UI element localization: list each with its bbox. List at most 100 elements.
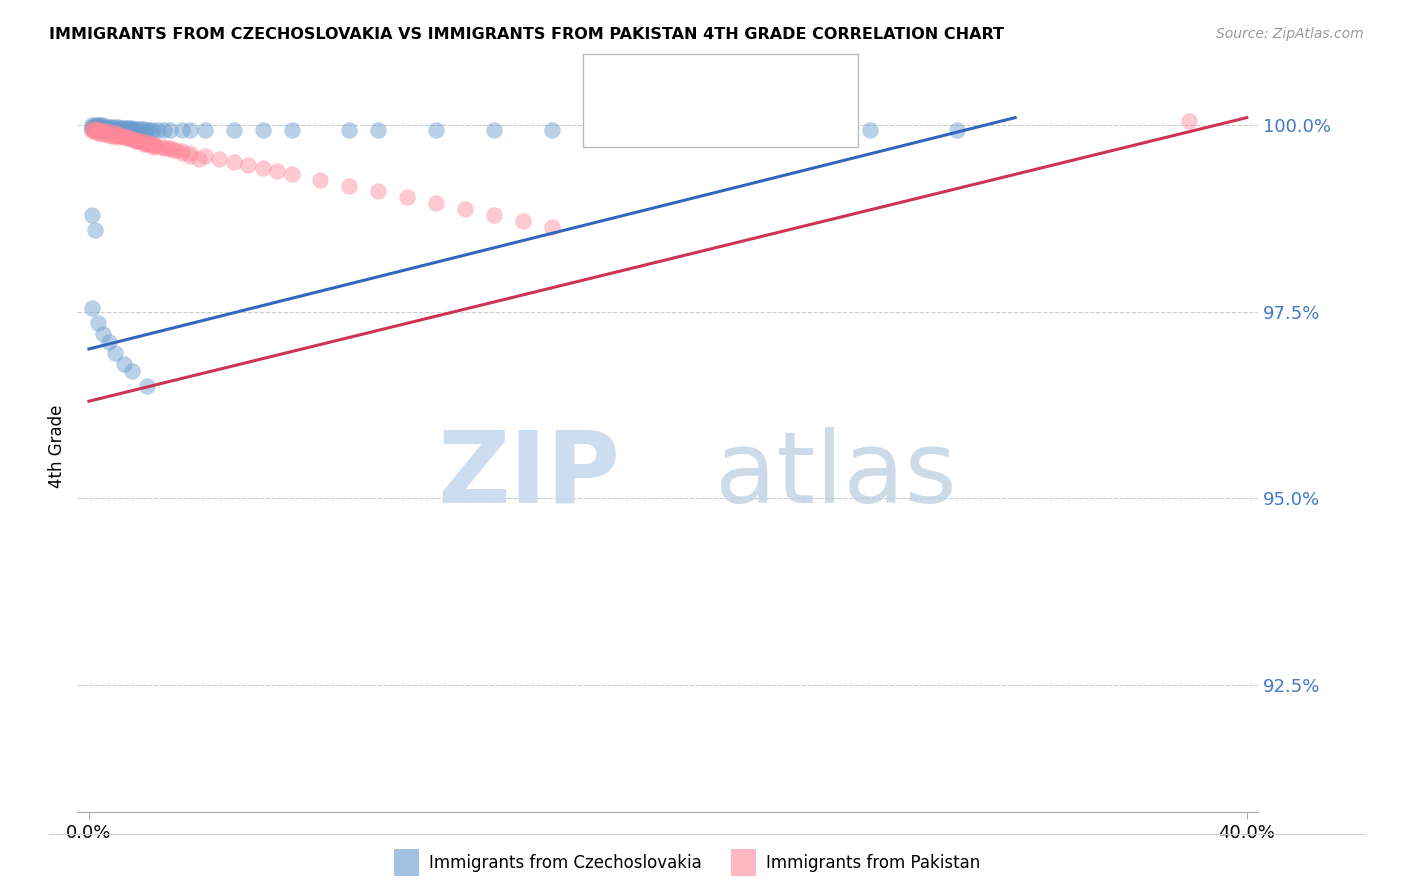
Point bbox=[252, 161, 274, 175]
Point bbox=[83, 120, 105, 134]
Point bbox=[512, 214, 534, 228]
Point bbox=[859, 123, 882, 137]
Point bbox=[93, 124, 115, 138]
Point bbox=[153, 141, 176, 155]
Point bbox=[135, 122, 157, 136]
Point bbox=[86, 126, 108, 140]
Point bbox=[107, 120, 129, 135]
Text: atlas: atlas bbox=[716, 426, 956, 524]
Point bbox=[104, 345, 127, 359]
Point bbox=[80, 121, 103, 136]
Y-axis label: 4th Grade: 4th Grade bbox=[48, 404, 66, 488]
Point bbox=[142, 139, 165, 153]
Point bbox=[121, 123, 143, 137]
Point bbox=[124, 121, 146, 136]
Point bbox=[83, 121, 105, 136]
Point bbox=[138, 122, 160, 136]
Point bbox=[127, 134, 149, 148]
Point bbox=[104, 120, 127, 135]
Point bbox=[83, 121, 105, 136]
Point bbox=[222, 154, 245, 169]
Point bbox=[107, 130, 129, 145]
Point bbox=[80, 208, 103, 222]
Point bbox=[89, 126, 111, 140]
Point bbox=[101, 123, 124, 137]
Point bbox=[80, 121, 103, 136]
Point bbox=[1178, 114, 1201, 128]
Point bbox=[159, 123, 181, 137]
Point bbox=[96, 121, 118, 136]
Point bbox=[86, 120, 108, 134]
Point bbox=[118, 131, 141, 145]
Point bbox=[145, 139, 167, 153]
Point bbox=[425, 196, 447, 211]
Point bbox=[179, 145, 201, 160]
Point bbox=[89, 120, 111, 134]
Point bbox=[222, 123, 245, 137]
Point bbox=[110, 129, 132, 144]
Point bbox=[93, 127, 115, 141]
Point bbox=[80, 118, 103, 132]
Point bbox=[83, 222, 105, 236]
Point bbox=[107, 127, 129, 141]
Point bbox=[801, 123, 824, 137]
Point bbox=[86, 122, 108, 136]
Point bbox=[83, 124, 105, 138]
Point bbox=[153, 123, 176, 137]
Point bbox=[112, 130, 135, 145]
Point bbox=[179, 149, 201, 163]
Point bbox=[280, 123, 302, 137]
Point bbox=[135, 136, 157, 151]
Point bbox=[138, 136, 160, 151]
Point bbox=[482, 123, 505, 137]
Text: R = 0.402   N = 70: R = 0.402 N = 70 bbox=[628, 113, 799, 131]
Point bbox=[252, 123, 274, 137]
Point bbox=[89, 123, 111, 137]
Point bbox=[89, 121, 111, 136]
Point bbox=[162, 144, 184, 158]
Point bbox=[425, 123, 447, 137]
Point bbox=[396, 190, 419, 204]
Point bbox=[194, 123, 217, 137]
Point bbox=[946, 123, 969, 137]
Point bbox=[179, 123, 201, 137]
Point bbox=[266, 163, 288, 178]
Point bbox=[89, 118, 111, 132]
Point bbox=[98, 128, 121, 142]
Point bbox=[104, 126, 127, 140]
Point bbox=[115, 130, 138, 145]
Point bbox=[118, 121, 141, 136]
Point bbox=[98, 122, 121, 136]
Point bbox=[187, 152, 209, 166]
Point bbox=[129, 121, 152, 136]
Point bbox=[135, 379, 157, 393]
Point bbox=[208, 152, 231, 166]
Point bbox=[112, 357, 135, 371]
Point bbox=[156, 141, 179, 155]
Point bbox=[482, 208, 505, 222]
Point bbox=[142, 137, 165, 152]
Point bbox=[83, 118, 105, 132]
Point bbox=[194, 149, 217, 163]
Point bbox=[96, 120, 118, 134]
Point bbox=[115, 121, 138, 136]
Point bbox=[142, 122, 165, 136]
Point bbox=[367, 123, 389, 137]
Text: Immigrants from Czechoslovakia: Immigrants from Czechoslovakia bbox=[429, 854, 702, 871]
Point bbox=[101, 128, 124, 143]
Point bbox=[121, 364, 143, 378]
Point bbox=[132, 135, 155, 149]
Point bbox=[367, 185, 389, 199]
Point bbox=[93, 326, 115, 341]
Point bbox=[107, 123, 129, 137]
Point bbox=[657, 123, 679, 137]
Point bbox=[112, 129, 135, 144]
Point bbox=[127, 121, 149, 136]
Text: Immigrants from Pakistan: Immigrants from Pakistan bbox=[766, 854, 980, 871]
Point bbox=[129, 135, 152, 149]
Point bbox=[121, 121, 143, 136]
Point bbox=[86, 121, 108, 136]
Point bbox=[96, 124, 118, 138]
Point bbox=[541, 220, 564, 235]
Point bbox=[80, 301, 103, 315]
